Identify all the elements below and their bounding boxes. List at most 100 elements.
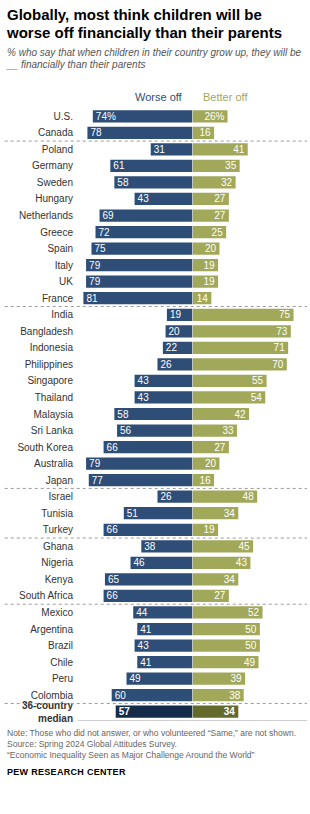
- svg-text:Ghana: Ghana: [43, 541, 73, 552]
- svg-text:43: 43: [138, 375, 150, 386]
- svg-text:27: 27: [214, 193, 226, 204]
- svg-text:Turkey: Turkey: [43, 524, 73, 535]
- svg-text:58: 58: [117, 409, 129, 420]
- svg-text:56: 56: [120, 425, 132, 436]
- svg-text:36-countrymedian: 36-countrymedian: [22, 700, 74, 724]
- svg-text:52: 52: [248, 607, 260, 618]
- svg-text:69: 69: [103, 210, 115, 221]
- svg-text:19: 19: [204, 524, 216, 535]
- svg-text:48: 48: [243, 491, 255, 502]
- svg-text:50: 50: [245, 640, 257, 651]
- svg-text:55: 55: [252, 375, 264, 386]
- svg-text:79: 79: [89, 458, 101, 469]
- svg-text:43: 43: [138, 392, 150, 403]
- svg-text:Kenya: Kenya: [45, 574, 74, 585]
- svg-text:Italy: Italy: [55, 260, 73, 271]
- svg-text:39: 39: [230, 673, 242, 684]
- svg-text:44: 44: [136, 607, 148, 618]
- svg-text:49: 49: [129, 673, 141, 684]
- svg-text:19: 19: [170, 309, 182, 320]
- svg-text:70: 70: [272, 359, 284, 370]
- svg-text:16: 16: [199, 475, 211, 486]
- svg-text:79: 79: [89, 276, 101, 287]
- svg-text:Spain: Spain: [47, 243, 73, 254]
- svg-text:77: 77: [92, 475, 104, 486]
- svg-text:34: 34: [224, 508, 236, 519]
- svg-text:Colombia: Colombia: [31, 690, 74, 701]
- svg-text:Tunisia: Tunisia: [41, 508, 73, 519]
- svg-text:25: 25: [212, 227, 224, 238]
- svg-text:42: 42: [235, 409, 247, 420]
- svg-text:65: 65: [108, 574, 120, 585]
- svg-text:U.S.: U.S.: [54, 111, 73, 122]
- svg-text:Sweden: Sweden: [37, 177, 73, 188]
- svg-text:Brazil: Brazil: [48, 640, 73, 651]
- svg-text:26: 26: [160, 491, 172, 502]
- svg-text:26%: 26%: [204, 111, 224, 122]
- svg-text:66: 66: [107, 590, 119, 601]
- svg-text:Bangladesh: Bangladesh: [20, 326, 73, 337]
- svg-text:71: 71: [274, 342, 286, 353]
- svg-text:38: 38: [229, 690, 241, 701]
- svg-text:Australia: Australia: [34, 458, 73, 469]
- svg-text:41: 41: [140, 657, 152, 668]
- svg-text:Better off: Better off: [203, 91, 248, 103]
- svg-text:27: 27: [214, 210, 226, 221]
- svg-text:19: 19: [204, 260, 216, 271]
- svg-text:51: 51: [127, 508, 139, 519]
- svg-text:75: 75: [279, 309, 291, 320]
- svg-text:32: 32: [221, 177, 233, 188]
- svg-text:Netherlands: Netherlands: [19, 210, 73, 221]
- svg-text:33: 33: [222, 425, 234, 436]
- svg-text:72: 72: [99, 227, 111, 238]
- svg-text:Argentina: Argentina: [30, 624, 73, 635]
- svg-text:57: 57: [119, 706, 131, 717]
- svg-text:27: 27: [214, 442, 226, 453]
- svg-text:75: 75: [94, 243, 106, 254]
- svg-text:Malaysia: Malaysia: [34, 409, 74, 420]
- svg-text:16: 16: [199, 127, 211, 138]
- svg-text:Greece: Greece: [40, 227, 73, 238]
- svg-text:Japan: Japan: [46, 475, 73, 486]
- svg-text:60: 60: [115, 690, 127, 701]
- svg-text:Singapore: Singapore: [27, 375, 73, 386]
- svg-text:Sri Lanka: Sri Lanka: [31, 425, 74, 436]
- svg-text:54: 54: [251, 392, 263, 403]
- svg-text:31: 31: [154, 144, 166, 155]
- svg-text:Canada: Canada: [38, 127, 73, 138]
- svg-text:50: 50: [245, 624, 257, 635]
- svg-text:66: 66: [107, 524, 119, 535]
- svg-text:India: India: [51, 309, 73, 320]
- svg-text:Mexico: Mexico: [41, 607, 73, 618]
- svg-text:61: 61: [113, 160, 125, 171]
- svg-text:Israel: Israel: [49, 491, 73, 502]
- svg-text:South Africa: South Africa: [19, 590, 73, 601]
- svg-text:27: 27: [214, 590, 226, 601]
- svg-text:43: 43: [138, 193, 150, 204]
- svg-text:41: 41: [140, 624, 152, 635]
- svg-text:Indonesia: Indonesia: [30, 342, 74, 353]
- svg-text:Nigeria: Nigeria: [41, 557, 73, 568]
- svg-text:66: 66: [107, 442, 119, 453]
- svg-text:46: 46: [134, 557, 146, 568]
- svg-text:Peru: Peru: [52, 673, 73, 684]
- svg-text:43: 43: [236, 557, 248, 568]
- svg-text:79: 79: [89, 260, 101, 271]
- svg-text:Germany: Germany: [32, 160, 73, 171]
- svg-text:14: 14: [197, 293, 209, 304]
- svg-text:81: 81: [86, 293, 98, 304]
- svg-text:Poland: Poland: [42, 144, 73, 155]
- svg-text:Hungary: Hungary: [35, 193, 73, 204]
- svg-text:UK: UK: [59, 276, 73, 287]
- svg-text:22: 22: [166, 342, 178, 353]
- svg-text:34: 34: [224, 574, 236, 585]
- svg-text:58: 58: [117, 177, 129, 188]
- svg-text:73: 73: [276, 326, 288, 337]
- svg-text:26: 26: [160, 359, 172, 370]
- svg-text:38: 38: [144, 541, 156, 552]
- svg-text:45: 45: [239, 541, 251, 552]
- svg-text:19: 19: [204, 276, 216, 287]
- svg-text:43: 43: [138, 640, 150, 651]
- svg-text:20: 20: [205, 458, 217, 469]
- svg-text:34: 34: [224, 706, 236, 717]
